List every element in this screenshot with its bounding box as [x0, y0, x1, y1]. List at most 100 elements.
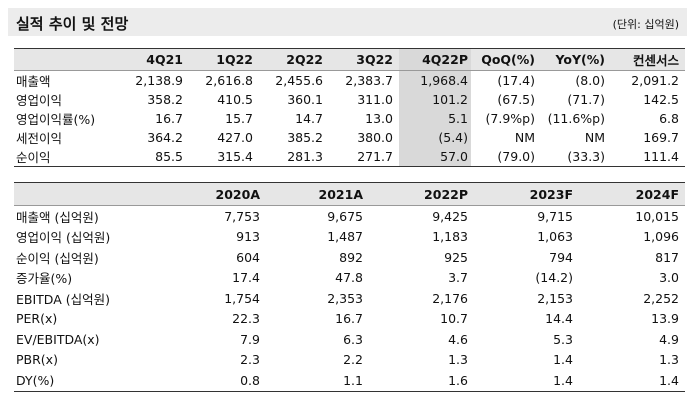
- cell: (14.2): [535, 270, 573, 286]
- cell: 1,183: [432, 229, 468, 245]
- cell: 6.3: [343, 331, 363, 347]
- cell: 5.3: [553, 331, 573, 347]
- cell: 4.6: [448, 331, 468, 347]
- data-row: 증가율(%) 17.4 47.8 3.7 (14.2) 3.0: [14, 268, 685, 289]
- cell: 1.4: [553, 352, 573, 368]
- column-header: 2020A: [162, 182, 266, 206]
- cell: 2,383.7: [345, 73, 393, 88]
- cell: 892: [339, 249, 363, 265]
- data-row: EBITDA (십억원) 1,754 2,353 2,176 2,153 2,252: [14, 288, 685, 309]
- data-row: EV/EBITDA(x) 7.9 6.3 4.6 5.3 4.9: [14, 329, 685, 350]
- data-row: 영업이익률(%) 16.7 15.7 14.7 13.0 5.1 (7.9%p) (11.6%…: [14, 109, 685, 128]
- data-row: 순이익 (십억원) 604 892 925 794 817: [14, 247, 685, 268]
- cell: 57.0: [399, 147, 471, 167]
- cell: 2,153: [537, 290, 573, 306]
- annual-table: 2020A 2021A 2022P 2023F 2024F 매출액 (십억원) 7,753 9…: [14, 182, 685, 392]
- row-label: 순이익: [14, 147, 129, 167]
- title-bar: 실적 추이 및 전망 (단위: 십억원): [8, 8, 687, 36]
- row-label: PBR(x): [16, 352, 58, 368]
- column-header: 2Q22: [259, 48, 329, 71]
- cell: 2.3: [240, 352, 260, 368]
- row-label: 영업이익률(%): [16, 112, 96, 127]
- cell: 1,096: [643, 229, 679, 245]
- cell: 142.5: [643, 92, 679, 107]
- cell: 6.8: [659, 111, 679, 126]
- cell: 14.4: [545, 311, 573, 327]
- column-header: 3Q22: [329, 48, 399, 71]
- data-row: PER(x) 22.3 16.7 10.7 14.4 13.9: [14, 309, 685, 330]
- cell: NM: [584, 130, 605, 145]
- cell: 315.4: [189, 147, 259, 167]
- column-header: [14, 182, 162, 206]
- cell: (5.4): [399, 128, 471, 147]
- row-label: 매출액: [16, 74, 51, 89]
- cell: 4.9: [659, 331, 679, 347]
- cell: (8.0): [575, 73, 605, 88]
- cell: 1.3: [659, 352, 679, 368]
- cell: 17.4: [232, 270, 260, 286]
- row-label: EBITDA (십억원): [16, 291, 110, 307]
- cell: 3.7: [448, 270, 468, 286]
- data-row: 세전이익 364.2 427.0 385.2 380.0 (5.4) NM NM 169.7: [14, 128, 685, 147]
- data-row: 매출액 (십억원) 7,753 9,675 9,425 9,715 10,015: [14, 206, 685, 227]
- cell: 1,754: [224, 290, 260, 306]
- cell: NM: [514, 130, 535, 145]
- cell: 427.0: [217, 130, 253, 145]
- cell: 85.5: [129, 147, 189, 167]
- cell: 281.3: [259, 147, 329, 167]
- cell: 7.9: [240, 331, 260, 347]
- cell: 925: [444, 249, 468, 265]
- cell: 1,487: [327, 229, 363, 245]
- cell: 9,675: [327, 208, 363, 224]
- header-row: 4Q21 1Q22 2Q22 3Q22 4Q22P QoQ(%) YoY(%) 컨센서스: [14, 48, 685, 71]
- cell: 10,015: [635, 208, 679, 224]
- cell: 410.5: [217, 92, 253, 107]
- cell: 9,425: [432, 208, 468, 224]
- column-header: 컨센서스: [611, 48, 685, 71]
- cell: 385.2: [287, 130, 323, 145]
- column-header: 1Q22: [189, 48, 259, 71]
- cell: 10.7: [440, 311, 468, 327]
- cell: (17.4): [497, 73, 535, 88]
- cell: (79.0): [471, 147, 541, 167]
- cell: 101.2: [399, 90, 471, 109]
- header-row: 2020A 2021A 2022P 2023F 2024F: [14, 182, 685, 206]
- cell: 1.6: [369, 370, 474, 392]
- column-header: 4Q21: [129, 48, 189, 71]
- row-label: EV/EBITDA(x): [16, 331, 100, 347]
- cell: 271.7: [329, 147, 399, 167]
- cell: 2,252: [643, 290, 679, 306]
- column-header: 2021A: [266, 182, 369, 206]
- cell: 2,616.8: [205, 73, 253, 88]
- cell: 1.4: [474, 370, 579, 392]
- cell: 2,176: [432, 290, 468, 306]
- cell: 3.0: [659, 270, 679, 286]
- cell: 22.3: [232, 311, 260, 327]
- cell: (71.7): [567, 92, 605, 107]
- cell: (11.6%p): [547, 111, 605, 126]
- cell: 913: [236, 229, 260, 245]
- cell: 817: [655, 249, 679, 265]
- cell: 311.0: [357, 92, 393, 107]
- column-header: YoY(%): [541, 48, 611, 71]
- cell: 2,138.9: [135, 73, 183, 88]
- cell: 16.7: [335, 311, 363, 327]
- cell: 15.7: [225, 111, 253, 126]
- cell: 169.7: [643, 130, 679, 145]
- row-label: 순이익 (십억원): [16, 250, 99, 266]
- cell: 2,091.2: [631, 73, 679, 88]
- data-row: 영업이익 (십억원) 913 1,487 1,183 1,063 1,096: [14, 227, 685, 248]
- column-header: [14, 48, 129, 71]
- cell: 0.8: [162, 370, 266, 392]
- cell: 360.1: [287, 92, 323, 107]
- cell: 2.2: [343, 352, 363, 368]
- row-label: 증가율(%): [16, 271, 73, 287]
- column-header: QoQ(%): [471, 48, 541, 71]
- data-row: 영업이익 358.2 410.5 360.1 311.0 101.2 (67.5) (71.7…: [14, 90, 685, 109]
- cell: 358.2: [147, 92, 183, 107]
- cell: 1.1: [266, 370, 369, 392]
- unit-note: (단위: 십억원): [612, 18, 679, 31]
- cell: 14.7: [295, 111, 323, 126]
